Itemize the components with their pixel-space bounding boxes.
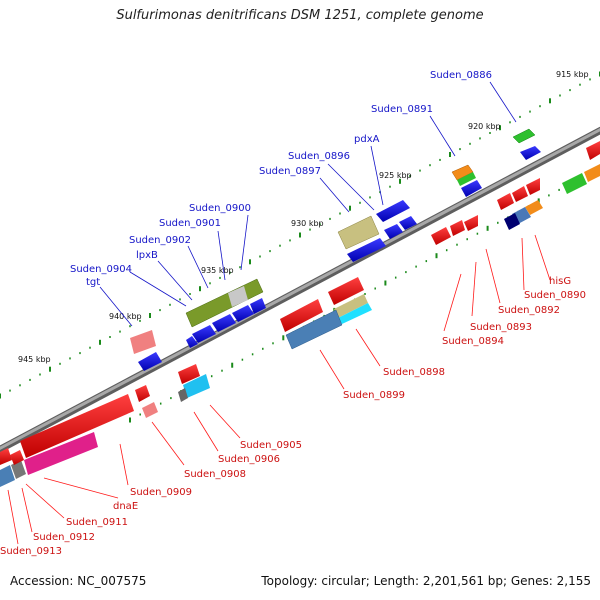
gene-block-lpxB[interactable] — [212, 314, 236, 332]
gene-block-suden-0896[interactable] — [376, 200, 410, 222]
gene-block-suden-0892-c[interactable] — [504, 213, 520, 230]
gene-block-suden-0913-b[interactable] — [0, 448, 12, 465]
gene-block-ra-2[interactable] — [399, 216, 417, 230]
gene-label-suden-0898[interactable]: Suden_0898 — [383, 367, 445, 378]
gene-block-suden-0909[interactable] — [135, 385, 150, 402]
gene-block-suden-0902[interactable] — [192, 325, 216, 343]
gene-label-suden-0896[interactable]: Suden_0896 — [288, 151, 350, 162]
gene-label-suden-0892[interactable]: Suden_0892 — [498, 305, 560, 316]
gene-block-hisG[interactable] — [562, 173, 587, 194]
gene-label-suden-0893[interactable]: Suden_0893 — [470, 322, 532, 333]
gene-label-suden-0891[interactable]: Suden_0891 — [371, 104, 433, 115]
gene-block-suden-0906[interactable] — [178, 364, 200, 384]
gene-block-suden-0894-b[interactable] — [450, 220, 465, 236]
gene-label-suden-0913[interactable]: Suden_0913 — [0, 546, 62, 557]
tick-label-925: 925 kbp — [379, 171, 412, 180]
gene-label-suden-0906[interactable]: Suden_0906 — [218, 454, 280, 465]
gene-block-suden-0899[interactable] — [280, 299, 323, 332]
gene-label-suden-0904[interactable]: Suden_0904 — [70, 264, 132, 275]
label-connectors-reverse — [7, 234, 551, 545]
gene-block-suden-0912-b[interactable] — [10, 450, 24, 465]
gene-block-suden-0912[interactable] — [11, 460, 26, 479]
gene-block-suden-0897[interactable] — [337, 215, 380, 250]
gene-block-suden-0897-b[interactable] — [347, 238, 386, 262]
gene-label-suden-0899[interactable]: Suden_0899 — [343, 390, 405, 401]
gene-block-suden-0886-b[interactable] — [520, 146, 541, 160]
gene-block-suden-0893[interactable] — [512, 186, 528, 202]
gene-block-suden-0898[interactable] — [328, 277, 364, 305]
gene-block-suden-0893-b[interactable] — [526, 178, 540, 195]
gene-block-suden-0890[interactable] — [584, 164, 600, 182]
gene-block-lpxB-c[interactable] — [250, 298, 266, 314]
gene-block-suden-0886[interactable] — [512, 128, 536, 144]
tick-label-945: 945 kbp — [18, 355, 51, 364]
gene-block-suden-0894-c[interactable] — [464, 215, 478, 231]
tick-label-935: 935 kbp — [201, 266, 234, 275]
gene-label-tgt[interactable]: tgt — [86, 277, 100, 288]
forward-gene-labels: Suden_0886 Suden_0891 pdxA Suden_0896 Su… — [70, 70, 492, 288]
gene-label-suden-0886[interactable]: Suden_0886 — [430, 70, 492, 81]
gene-block-hisG-a[interactable] — [586, 141, 600, 160]
gene-block-tgt-b[interactable] — [130, 330, 156, 354]
genome-summary-text: Topology: circular; Length: 2,201,561 bp… — [261, 574, 591, 588]
gene-block-suden-0894[interactable] — [431, 227, 451, 245]
gene-label-dnaE[interactable]: dnaE — [113, 501, 138, 512]
gene-block-suden-0904[interactable] — [186, 336, 198, 348]
gene-label-suden-0894[interactable]: Suden_0894 — [442, 336, 504, 347]
gene-label-suden-0912[interactable]: Suden_0912 — [33, 532, 95, 543]
gene-block-tgt[interactable] — [138, 352, 162, 371]
gene-label-suden-0901[interactable]: Suden_0901 — [159, 218, 221, 229]
tick-label-930: 930 kbp — [291, 219, 324, 228]
accession-text: Accession: NC_007575 — [10, 574, 147, 588]
gene-block-lpxB-b[interactable] — [232, 305, 254, 322]
gene-block-suden-0898-b[interactable] — [334, 294, 368, 318]
gene-block-suden-0892[interactable] — [525, 200, 543, 215]
gene-block-suden-0905[interactable] — [183, 374, 210, 398]
gene-label-suden-0909[interactable]: Suden_0909 — [130, 487, 192, 498]
gene-label-suden-0911[interactable]: Suden_0911 — [66, 517, 128, 528]
gene-label-suden-0902[interactable]: Suden_0902 — [129, 235, 191, 246]
gene-label-hisG[interactable]: hisG — [549, 276, 571, 287]
gene-block-dnaE[interactable] — [20, 394, 134, 458]
label-connectors-forward — [99, 81, 517, 327]
reverse-strand-genes — [0, 141, 600, 487]
genome-title: Sulfurimonas denitrificans DSM 1251, com… — [116, 8, 484, 23]
scale-track-outer — [0, 71, 600, 399]
gene-block-suden-0911[interactable] — [24, 432, 98, 475]
gene-block-pdxA[interactable] — [461, 180, 482, 197]
gene-block-suden-0913[interactable] — [0, 465, 15, 487]
gene-label-suden-0905[interactable]: Suden_0905 — [240, 440, 302, 451]
gene-label-suden-0908[interactable]: Suden_0908 — [184, 469, 246, 480]
gene-block-suden-0898-c[interactable] — [338, 303, 372, 324]
gene-block-suden-0892-d[interactable] — [497, 193, 514, 210]
gene-block-ra-1[interactable] — [384, 224, 403, 239]
tick-label-920: 920 kbp — [468, 122, 501, 131]
tick-label-940: 940 kbp — [109, 312, 142, 321]
reverse-gene-labels: hisG Suden_0890 Suden_0892 Suden_0893 Su… — [0, 276, 586, 557]
gene-block-suden-0899-b[interactable] — [285, 309, 343, 350]
forward-strand-genes — [130, 128, 541, 371]
gene-block-suden-0908[interactable] — [142, 402, 158, 418]
genome-backbone — [0, 126, 600, 454]
gene-label-pdxA[interactable]: pdxA — [354, 134, 380, 145]
gene-label-lpxB[interactable]: lpxB — [136, 250, 158, 261]
gene-label-suden-0897[interactable]: Suden_0897 — [259, 166, 321, 177]
tick-label-915: 915 kbp — [556, 70, 589, 79]
gene-label-suden-0890[interactable]: Suden_0890 — [524, 290, 586, 301]
gene-block-suden-0891-b[interactable] — [457, 172, 476, 186]
gene-label-suden-0900[interactable]: Suden_0900 — [189, 203, 251, 214]
kbp-tick-labels: 915 kbp 920 kbp 925 kbp 930 kbp 935 kbp … — [18, 70, 589, 364]
gene-block-suden-0906-b[interactable] — [178, 388, 188, 402]
gene-block-suden-0901[interactable] — [228, 286, 248, 307]
